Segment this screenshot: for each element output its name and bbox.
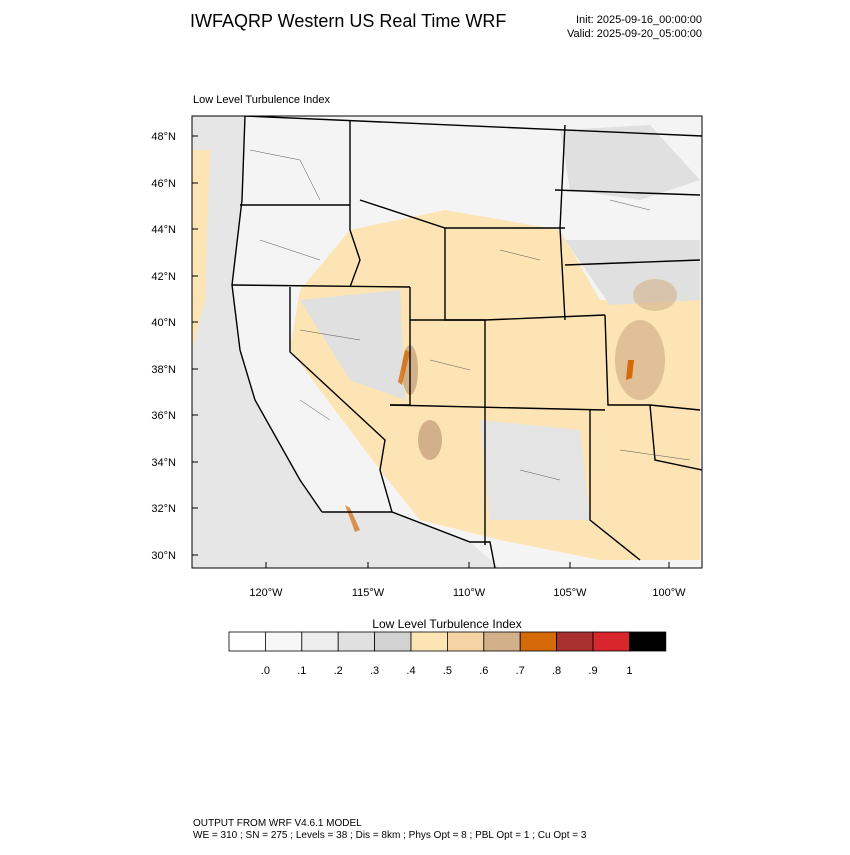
lat-label: 44°N [151,224,176,236]
lat-label: 32°N [151,503,176,515]
colorbar-box [519,631,558,652]
map: 48°N 46°N 44°N 42°N 40°N 38°N 36°N 34°N 32°N 30°N… [151,115,703,599]
valid-time: Valid: 2025-09-20_05:00:00 [567,28,702,40]
colorbar-box [337,631,376,652]
lat-label: 46°N [151,178,176,190]
colorbar-box [228,631,266,652]
colorbar-label: .8 [552,665,561,677]
lon-label: 115°W [352,587,385,599]
colorbar-box [410,631,448,652]
lat-label: 34°N [151,457,176,469]
colorbar-label: .9 [588,665,597,677]
colorbar-label: .2 [334,665,343,677]
lat-label: 48°N [151,131,176,143]
colorbar-label: .0 [261,665,270,677]
colorbar-title: Low Level Turbulence Index [372,617,521,631]
colorbar-label: .4 [406,665,415,677]
colorbar-label: .1 [297,665,306,677]
colorbar-box [446,631,485,652]
lon-label: 110°W [453,587,486,599]
colorbar-label: .6 [479,665,488,677]
colorbar-box [264,631,303,652]
map-title: Low Level Turbulence Index [193,94,330,106]
lat-label: 36°N [151,410,176,422]
colorbar-label: 1 [626,665,632,677]
colorbar-label: .3 [370,665,379,677]
lat-label: 42°N [151,271,176,283]
lat-label: 30°N [151,550,176,562]
footer-line: WE = 310 ; SN = 275 ; Levels = 38 ; Dis … [193,830,587,841]
title: IWFAQRP Western US Real Time WRF [190,11,506,31]
lat-label: 38°N [151,364,176,376]
colorbar-box [556,631,594,652]
colorbar-box [483,631,521,652]
colorbar-label: .5 [443,665,452,677]
colorbar-box [592,631,630,652]
colorbar-box [374,631,412,652]
colorbar-box [301,631,339,652]
footer-line: OUTPUT FROM WRF V4.6.1 MODEL [193,818,362,829]
lat-label: 40°N [151,317,176,329]
lon-label: 120°W [249,587,283,599]
colorbar-label: .7 [516,665,525,677]
lon-label: 100°W [652,587,686,599]
init-time: Init: 2025-09-16_00:00:00 [576,14,702,26]
colorbar: .0 .1 .2 .3 .4 .5 .6 .7 .8 .9 1 [228,631,667,677]
lon-label: 105°W [553,587,587,599]
colorbar-box [629,631,667,652]
